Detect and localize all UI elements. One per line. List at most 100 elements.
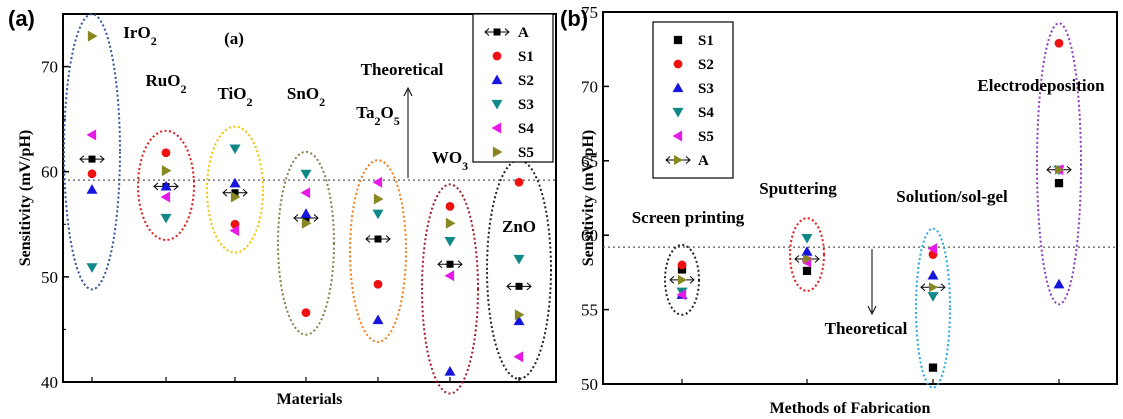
- data-point-a: [794, 254, 820, 265]
- y-tick-label: 40: [41, 373, 58, 392]
- data-point-s2: [677, 260, 687, 270]
- legend-label: A: [518, 25, 529, 41]
- data-point-s1: [802, 266, 812, 276]
- y-axis-label-b: Sensitivity (mV/pH): [580, 130, 597, 266]
- y-tick-label: 50: [581, 375, 598, 394]
- group-ellipse-1: [664, 243, 700, 316]
- data-point-s5: [514, 309, 525, 321]
- legend-label: S1: [698, 33, 714, 49]
- category-label: ZnO: [502, 217, 536, 236]
- panel-letter-b: (b): [560, 6, 588, 31]
- legend-label: S5: [518, 145, 534, 161]
- legend-marker: [672, 107, 684, 118]
- legend-label: A: [698, 153, 709, 169]
- data-point-s1: [87, 169, 97, 179]
- data-point-s4: [372, 176, 383, 188]
- x-axis-label-b: Methods of Fabrication: [770, 400, 931, 417]
- series-s5: [87, 30, 525, 321]
- data-point-s1: [1054, 178, 1064, 188]
- group-ellipse-ta2o5: [349, 159, 407, 343]
- data-point-a: [669, 274, 695, 285]
- data-point-s5: [927, 243, 938, 255]
- series-s1: [677, 178, 1064, 372]
- data-point-a: [79, 155, 105, 163]
- data-point-s5: [87, 30, 98, 42]
- series-s3: [676, 246, 1065, 299]
- data-point-s1: [373, 279, 383, 289]
- category-label: TiO2: [218, 84, 253, 109]
- data-point-a: [1046, 164, 1072, 175]
- data-point-a: [506, 282, 532, 291]
- series-s4: [86, 129, 524, 363]
- data-point-s5: [230, 191, 241, 203]
- y-tick-label: 75: [581, 3, 598, 22]
- y-tick-label: 70: [41, 58, 58, 77]
- legend-label: S1: [518, 49, 534, 65]
- category-label: Screen printing: [632, 208, 745, 227]
- legend-marker: [484, 28, 510, 36]
- category-label: Ta2O5: [356, 103, 400, 128]
- legend-marker: [672, 82, 684, 93]
- legend-marker: [491, 99, 503, 110]
- series-a: [669, 164, 1072, 293]
- series-s2: [86, 177, 525, 376]
- legend-a: A S1 S2 S3 S4 S5: [472, 13, 554, 163]
- group-ellipse-tio2: [206, 125, 264, 254]
- y-axis-label-a: Sensitivity (mV/pH): [17, 130, 34, 266]
- y-tick-label: 70: [581, 77, 598, 96]
- group-ellipse-wo3: [421, 183, 479, 395]
- data-point-s1: [301, 308, 311, 318]
- data-point-s5: [161, 165, 172, 177]
- category-label: IrO2: [123, 23, 156, 48]
- data-point-s3: [160, 213, 172, 224]
- group-ellipse-4: [1036, 22, 1082, 306]
- data-point-s3: [444, 236, 456, 247]
- category-label: Solution/sol-gel: [896, 187, 1008, 206]
- legend-box: [652, 21, 734, 179]
- data-point-s2: [300, 208, 312, 218]
- group-ellipse-zno: [486, 159, 552, 380]
- data-point-s2: [513, 315, 525, 326]
- data-point-s4: [229, 225, 240, 237]
- series-s3: [86, 144, 525, 273]
- data-point-s5: [301, 217, 312, 229]
- data-point-a: [437, 260, 463, 269]
- legend-marker: [492, 51, 502, 61]
- data-point-s1: [677, 265, 687, 274]
- group-ellipse-sno2: [277, 150, 335, 336]
- data-point-s5: [445, 217, 456, 229]
- data-point-s2: [372, 314, 384, 325]
- data-point-s4: [86, 129, 97, 141]
- y-tick-label: 65: [581, 152, 598, 171]
- legend-label: S3: [518, 97, 534, 113]
- legend-box: [472, 13, 554, 163]
- series-s5: [676, 164, 1064, 301]
- data-point-s2: [86, 184, 98, 194]
- legend-label: S3: [698, 81, 714, 97]
- data-point-s3: [300, 169, 312, 180]
- data-point-s4: [801, 234, 813, 244]
- group-ellipse-3: [915, 227, 951, 389]
- legend-marker: [665, 155, 691, 165]
- panel-letter-a: (a): [8, 6, 35, 31]
- data-point-s3: [372, 209, 384, 220]
- x-axis-label-a: Materials: [277, 391, 343, 408]
- data-point-s3: [229, 144, 241, 155]
- category-label: SnO2: [287, 84, 325, 109]
- series-s2: [677, 38, 1064, 270]
- data-point-s3: [86, 263, 98, 273]
- data-point-a: [920, 282, 946, 293]
- data-point-s2: [160, 180, 172, 191]
- category-label: Sputtering: [759, 179, 837, 198]
- legend-b: S1 S2 S3 S4 S5 A: [652, 21, 734, 179]
- category-label: Electrodeposition: [977, 76, 1105, 95]
- data-point-s4: [160, 191, 171, 203]
- data-point-s3: [1053, 278, 1065, 289]
- panel-b: (b) 50 55 60 65 70 75 Methods of Fabrication Sen…: [560, 3, 1118, 417]
- inner-label-a: (a): [224, 29, 244, 48]
- data-point-a: [222, 188, 248, 197]
- legend-marker: [491, 122, 502, 134]
- data-point-s5: [676, 289, 687, 301]
- data-point-s5: [373, 193, 384, 205]
- plot-frame-a: [62, 13, 557, 383]
